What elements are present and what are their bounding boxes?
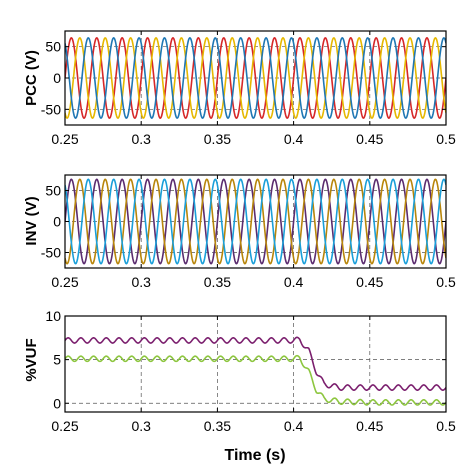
vuf-x-tick-label: 0.25 <box>51 418 78 434</box>
inv-series-3-line <box>65 178 446 265</box>
inv-x-tick-label: 0.25 <box>51 274 78 290</box>
inv-y-tick-label: 50 <box>45 183 61 199</box>
pcc-series-1-line <box>65 37 446 119</box>
pcc-y-axis-label: PCC (V) <box>23 50 40 106</box>
inv-x-tick-label: 0.45 <box>356 274 383 290</box>
pcc-series-2-line <box>65 37 446 119</box>
pcc-x-tick-label: 0.4 <box>284 131 304 147</box>
inv-series-1-line <box>65 178 446 265</box>
inv-x-tick-label: 0.3 <box>131 274 151 290</box>
pcc-x-tick-label: 0.5 <box>436 131 456 147</box>
pcc-x-tick-label: 0.45 <box>356 131 383 147</box>
vuf-y-axis-label: %VUF <box>23 338 40 381</box>
inv-x-tick-label: 0.35 <box>204 274 231 290</box>
vuf-series-2-line <box>65 354 446 406</box>
vuf-series-1-line <box>65 336 446 391</box>
pcc-x-tick-label: 0.3 <box>131 131 151 147</box>
vuf-x-tick-label: 0.35 <box>204 418 231 434</box>
vuf-y-tick-label: 5 <box>53 352 61 368</box>
time-x-axis-label: Time (s) <box>224 447 285 464</box>
vuf-panel: 0.25 0.3 0.35 0.4 0.45 0.5 10 5 0 <box>45 308 456 434</box>
vuf-x-tick-label: 0.3 <box>131 418 151 434</box>
vuf-y-tick-label: 10 <box>45 308 61 324</box>
pcc-x-tick-label: 0.35 <box>204 131 231 147</box>
pcc-y-tick-label: -50 <box>41 101 61 117</box>
inv-y-axis-label: INV (V) <box>23 196 40 245</box>
vuf-plot-frame <box>64 315 447 413</box>
inverter-voltage-panel: 0.25 0.3 0.35 0.4 0.45 0.5 50 0 -50 <box>41 174 456 290</box>
vuf-x-tick-label: 0.45 <box>356 418 383 434</box>
vuf-y-tick-label: 0 <box>53 395 61 411</box>
inv-x-tick-label: 0.5 <box>436 274 456 290</box>
pcc-series-3-line <box>65 37 446 119</box>
vuf-x-tick-label: 0.4 <box>284 418 304 434</box>
vuf-x-tick-label: 0.5 <box>436 418 456 434</box>
inv-y-tick-label: 0 <box>53 214 61 230</box>
inv-y-tick-label: -50 <box>41 245 61 261</box>
pcc-y-tick-label: 50 <box>45 39 61 55</box>
pcc-x-tick-label: 0.25 <box>51 131 78 147</box>
pcc-y-tick-label: 0 <box>53 70 61 86</box>
inv-x-tick-label: 0.4 <box>284 274 304 290</box>
inv-series-2-line <box>65 178 446 265</box>
pcc-voltage-panel: 0.25 0.3 0.35 0.4 0.45 0.5 50 0 -50 <box>41 30 456 147</box>
